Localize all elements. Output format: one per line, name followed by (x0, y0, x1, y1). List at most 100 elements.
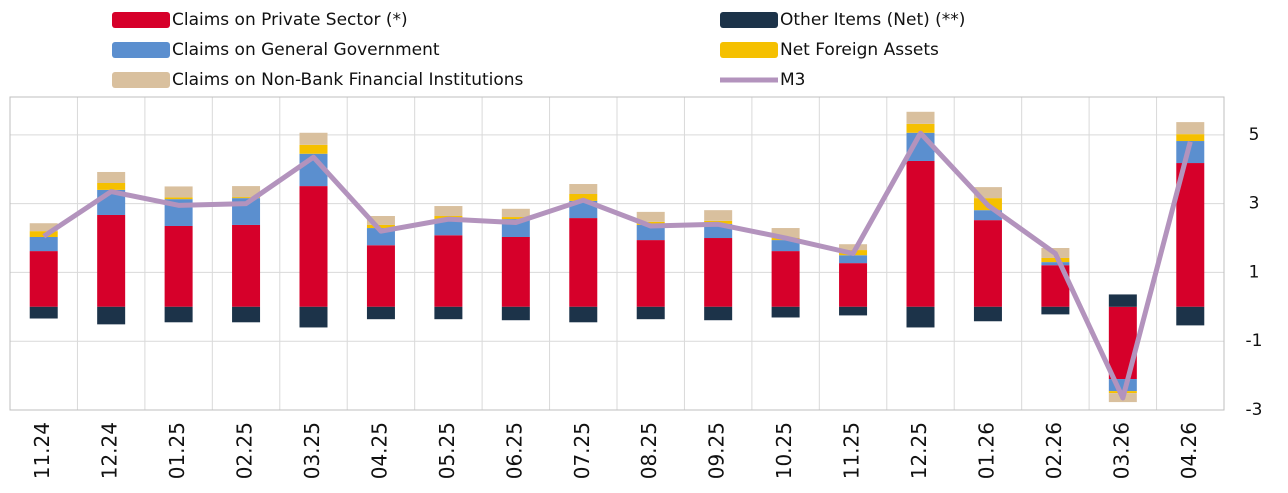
bar-segment (434, 206, 463, 217)
x-tick-label: 01.25 (165, 422, 189, 479)
bar-segment (164, 306, 193, 323)
bar-segment (771, 240, 800, 252)
x-tick-label: 11.24 (30, 422, 54, 479)
x-tick-label: 07.25 (570, 422, 594, 479)
bar-segment (29, 306, 58, 319)
bar-segment (1176, 141, 1205, 164)
bar-segment (97, 214, 126, 307)
bar-segment (636, 224, 665, 241)
bar-segment (501, 208, 530, 218)
legend-swatch (112, 72, 170, 88)
bar-segment (906, 111, 935, 124)
x-tick-label: 04.25 (367, 422, 391, 479)
y-tick-label: 3 (1249, 194, 1260, 214)
bar-segment (569, 306, 598, 323)
bar-segment (973, 220, 1002, 307)
bar-segment (299, 306, 328, 328)
bar-segment (97, 306, 126, 325)
bar-segment (704, 306, 733, 321)
bar-segment (164, 186, 193, 198)
bar-segment (1041, 257, 1070, 263)
x-tick-label: 06.25 (502, 422, 526, 479)
bar-segment (232, 186, 261, 198)
bar-segment (636, 240, 665, 307)
x-tick-label: 02.25 (233, 422, 257, 479)
bar-segment (299, 186, 328, 307)
bar-segment (97, 182, 126, 190)
y-tick-label: 1 (1249, 262, 1260, 282)
bar-segment (771, 306, 800, 318)
bar-segment (569, 193, 598, 201)
y-tick-label: 5 (1249, 125, 1260, 145)
x-tick-label: 02.26 (1042, 422, 1066, 479)
bar-segment (973, 187, 1002, 199)
bar-segment (164, 197, 193, 200)
bar-segment (636, 211, 665, 222)
bar-segment (366, 306, 395, 320)
bar-segment (973, 306, 1002, 322)
bar-segment (906, 160, 935, 307)
bar-segment (434, 235, 463, 307)
legend-swatch (112, 12, 170, 28)
y-tick-label: -1 (1246, 331, 1263, 351)
legend-swatch (720, 12, 778, 28)
x-tick-label: 09.25 (705, 422, 729, 479)
line-series (42, 130, 1193, 401)
bar-segment (839, 255, 868, 264)
bar-segment (366, 216, 395, 225)
x-tick-label: 08.25 (637, 422, 661, 479)
x-tick-label: 01.26 (974, 422, 998, 479)
y-tick-label: -3 (1246, 400, 1263, 420)
bar-segment (434, 220, 463, 236)
bar-segment (299, 132, 328, 145)
x-tick-label: 03.26 (1109, 422, 1133, 479)
bar-segment (1108, 294, 1137, 307)
x-tick-label: 03.25 (300, 422, 324, 479)
bar-segment (1041, 262, 1070, 266)
legend-swatch (720, 42, 778, 58)
bar-segment (1176, 134, 1205, 142)
bar-segment (366, 245, 395, 307)
x-tick-label: 04.26 (1177, 422, 1201, 479)
bar-segment (839, 244, 868, 251)
bar-segment (29, 236, 58, 252)
bar-segment (906, 306, 935, 328)
legend-label: M3 (780, 70, 805, 90)
bar-segment (704, 210, 733, 221)
legend-swatch (112, 42, 170, 58)
bar-segment (1176, 306, 1205, 326)
bar-segment (839, 263, 868, 307)
x-tick-label: 05.25 (435, 422, 459, 479)
x-tick-label: 10.25 (772, 422, 796, 479)
bar-segment (29, 251, 58, 307)
x-tick-label: 12.24 (98, 422, 122, 479)
legend-label: Claims on General Government (172, 40, 440, 60)
bar-segment (1176, 163, 1205, 307)
bar-segment (29, 223, 58, 232)
bar-segment (434, 306, 463, 320)
legend-label: Other Items (Net) (**) (780, 10, 965, 30)
x-tick-label: 12.25 (907, 422, 931, 479)
bar-segment (232, 224, 261, 307)
bar-segment (906, 123, 935, 133)
bar-segment (232, 197, 261, 199)
bar-segment (704, 238, 733, 307)
bar-segment (839, 306, 868, 316)
bar-segment (366, 224, 395, 229)
legend-label: Claims on Private Sector (*) (172, 10, 408, 30)
bar-segment (501, 306, 530, 321)
bar-segment (232, 306, 261, 323)
bar-segment (164, 225, 193, 307)
legend-label: Net Foreign Assets (780, 40, 939, 60)
bar-segment (97, 171, 126, 183)
bar-segment (771, 228, 800, 239)
bar-segment (299, 144, 328, 154)
bar-segment (973, 210, 1002, 221)
plot-frame (9, 96, 1225, 411)
bar-segment (501, 217, 530, 220)
bar-segment (1041, 306, 1070, 315)
bar-segment (501, 236, 530, 307)
bar-segment (771, 251, 800, 307)
bar-segment (1176, 122, 1205, 135)
